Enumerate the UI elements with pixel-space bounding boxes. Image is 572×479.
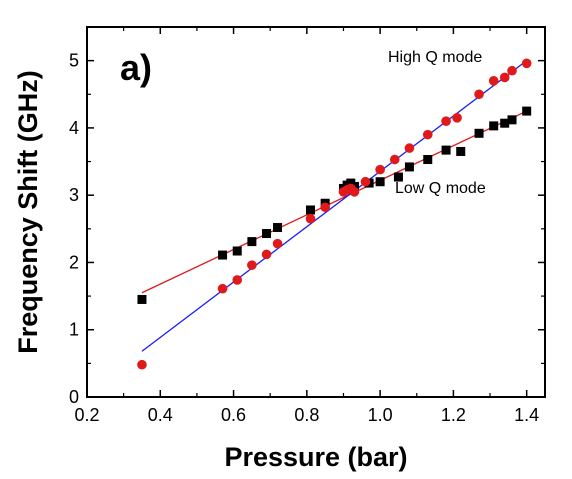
circle-marker-15 — [404, 143, 415, 153]
circle-marker-2 — [232, 275, 243, 285]
square-marker-23 — [522, 106, 532, 116]
circle-marker-4 — [261, 249, 272, 260]
x-tick-label: 0.2 — [74, 405, 99, 425]
fit-line-1 — [141, 60, 528, 352]
low-q-mode-annotation: Low Q mode — [395, 180, 486, 197]
square-marker-2 — [232, 246, 242, 256]
square-marker-19 — [474, 128, 484, 138]
circle-marker-5 — [272, 238, 283, 249]
y-tick-label: 2 — [69, 252, 79, 272]
panel-label: a) — [120, 47, 152, 88]
x-tick-label: 1.0 — [368, 405, 393, 425]
circle-marker-3 — [247, 260, 257, 270]
data-markers — [137, 58, 532, 370]
circle-marker-12 — [360, 176, 371, 187]
circle-marker-18 — [452, 113, 462, 123]
x-axis-title: Pressure (bar) — [224, 442, 407, 472]
square-marker-3 — [247, 237, 257, 247]
circle-marker-14 — [389, 154, 400, 165]
circle-marker-19 — [474, 89, 484, 100]
square-marker-1 — [218, 250, 228, 260]
circle-marker-6 — [305, 213, 316, 224]
square-marker-5 — [273, 222, 283, 232]
square-marker-20 — [489, 121, 499, 131]
circle-marker-23 — [521, 58, 532, 69]
x-tick-label: 0.4 — [148, 405, 173, 425]
square-marker-21 — [500, 118, 510, 128]
plot-frame — [86, 26, 546, 398]
square-marker-18 — [456, 146, 466, 156]
fit-line-0 — [141, 110, 527, 294]
x-tick-label: 1.2 — [441, 405, 466, 425]
circle-marker-22 — [507, 65, 517, 76]
square-marker-13 — [375, 177, 385, 187]
circle-marker-16 — [422, 129, 433, 140]
y-tick-label: 3 — [69, 185, 79, 205]
fit-lines — [141, 60, 528, 352]
y-tick-label: 5 — [69, 51, 79, 71]
square-marker-6 — [306, 205, 316, 215]
y-axis-title: Frequency Shift (GHz) — [13, 70, 43, 354]
circle-marker-21 — [499, 72, 510, 83]
x-tick-label: 1.4 — [514, 405, 539, 425]
y-tick-label: 0 — [69, 387, 79, 407]
axis-ticks: 0.2 0.4 0.6 0.8 1.0 1.2 1.4 0 1 2 3 4 5 — [69, 27, 545, 425]
square-marker-16 — [423, 155, 433, 165]
circle-marker-20 — [488, 76, 499, 86]
circle-marker-17 — [441, 116, 451, 126]
circle-marker-1 — [217, 283, 228, 294]
circle-marker-7 — [320, 202, 330, 213]
circle-marker-13 — [375, 164, 385, 175]
square-marker-15 — [404, 162, 414, 172]
circle-marker-0 — [137, 359, 147, 370]
square-marker-17 — [441, 145, 451, 155]
x-tick-label: 0.6 — [221, 405, 246, 425]
square-marker-22 — [507, 115, 517, 125]
x-tick-label: 0.8 — [294, 405, 319, 425]
high-q-mode-annotation: High Q mode — [388, 49, 482, 66]
square-marker-4 — [262, 229, 272, 239]
y-tick-label: 1 — [69, 320, 79, 340]
y-tick-label: 4 — [69, 118, 79, 138]
square-marker-14 — [393, 172, 403, 182]
circle-marker-11 — [349, 187, 360, 197]
square-marker-0 — [137, 294, 147, 304]
